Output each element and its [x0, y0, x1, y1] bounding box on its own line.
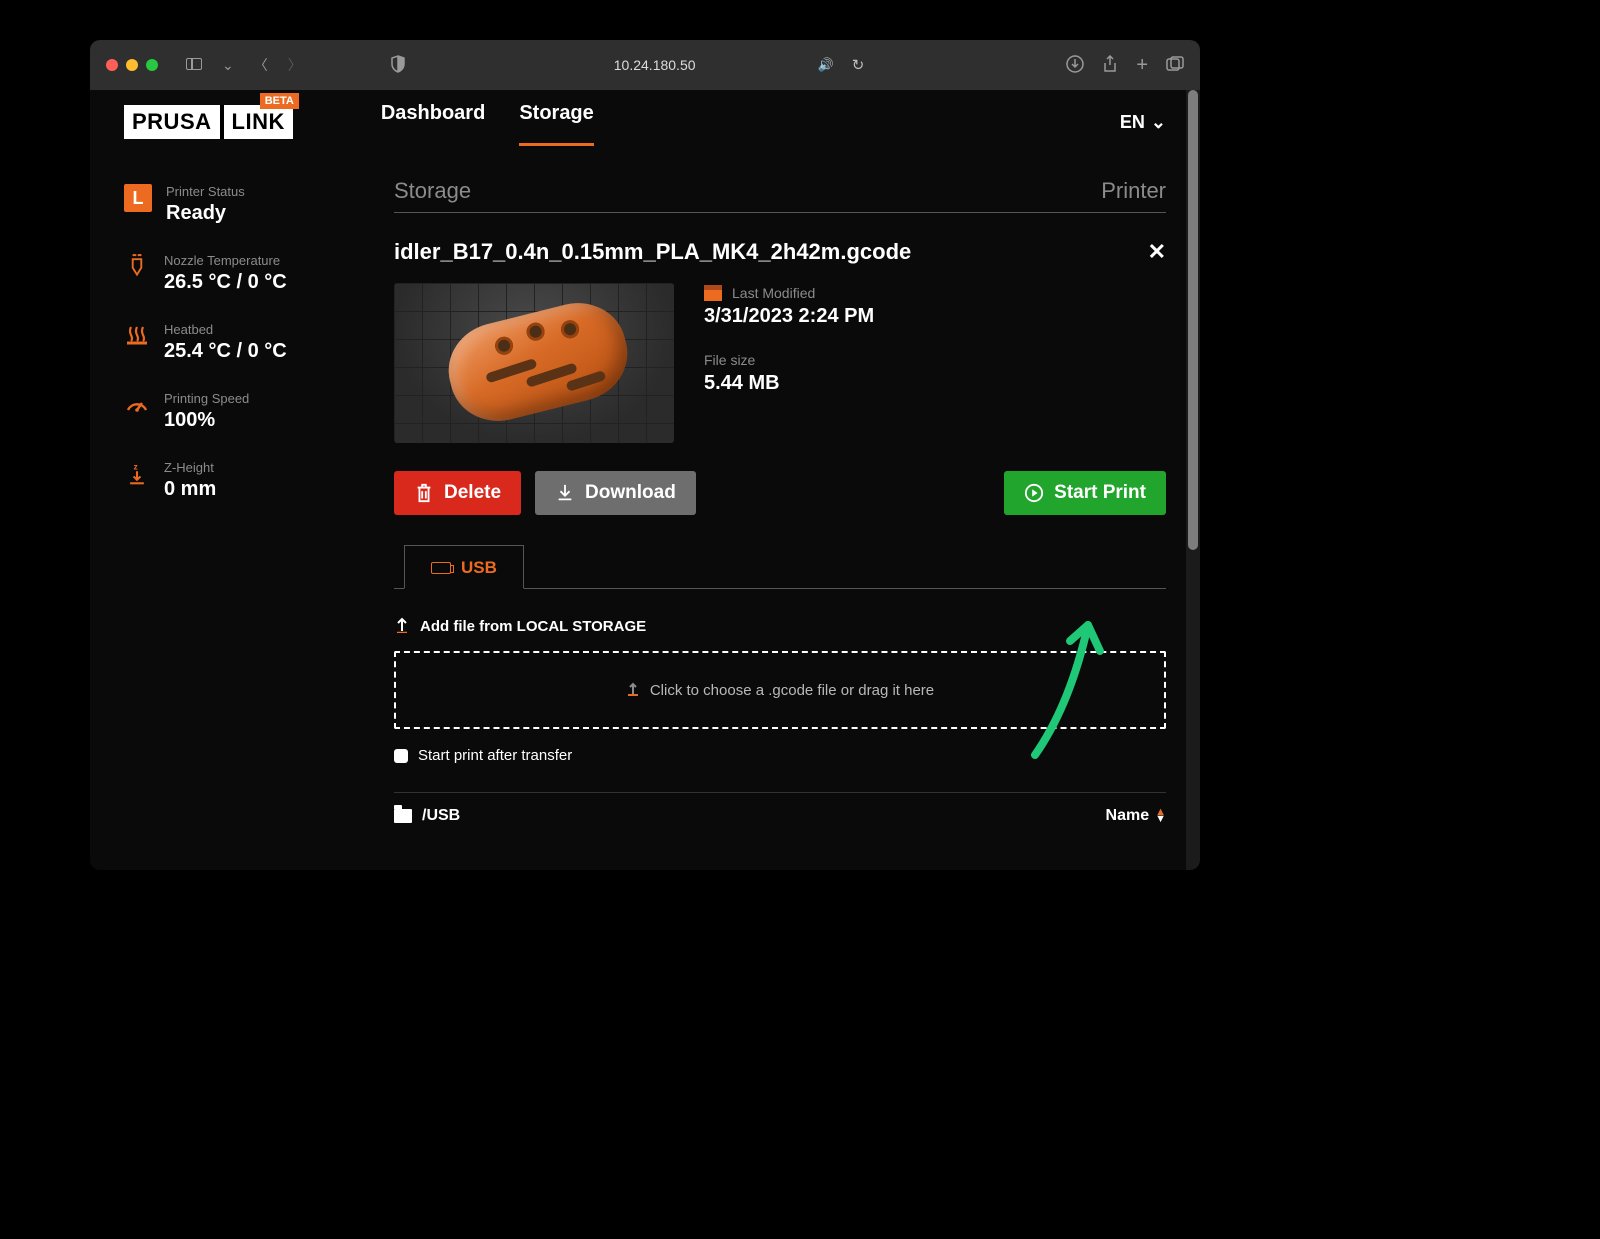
downloads-button[interactable] [1066, 55, 1084, 76]
browser-window: ⌄ 〈 〉 10.24.180.50 🔊 ↻ + PRUSA LINK BETA [90, 40, 1200, 870]
beta-badge: BETA [260, 93, 299, 109]
close-file-button[interactable]: ✕ [1148, 239, 1166, 265]
nav-dashboard[interactable]: Dashboard [381, 102, 485, 143]
tab-usb[interactable]: USB [404, 545, 524, 589]
sort-arrows-icon: ▲▼ [1155, 809, 1166, 823]
dropzone-label: Click to choose a .gcode file or drag it… [650, 682, 934, 699]
section-title-left: Storage [394, 178, 471, 204]
reload-button[interactable]: ↻ [852, 56, 865, 74]
sidebar: L Printer Status Ready Nozzle Temperatur… [124, 178, 354, 870]
delete-button[interactable]: Delete [394, 471, 521, 515]
maximize-window-button[interactable] [146, 59, 158, 71]
file-header: idler_B17_0.4n_0.15mm_PLA_MK4_2h42m.gcod… [394, 239, 1166, 265]
speed-value: 100% [164, 409, 249, 432]
size-value: 5.44 MB [704, 372, 874, 395]
chevron-down-icon: ⌄ [1151, 112, 1166, 133]
delete-label: Delete [444, 482, 501, 504]
download-button[interactable]: Download [535, 471, 696, 515]
folder-icon [394, 809, 412, 823]
file-thumbnail [394, 283, 674, 443]
add-file-link[interactable]: Add file from LOCAL STORAGE [394, 615, 1166, 637]
audio-icon[interactable]: 🔊 [818, 57, 834, 73]
file-action-buttons: Delete Download Start Print [394, 471, 1166, 515]
upload-arrow-icon [394, 615, 410, 637]
nozzle-label: Nozzle Temperature [164, 253, 287, 268]
start-label: Start Print [1054, 482, 1146, 504]
nozzle-value: 26.5 °C / 0 °C [164, 271, 287, 294]
start-after-label: Start print after transfer [418, 747, 572, 764]
usb-icon [431, 562, 451, 574]
stat-heatbed: Heatbed 25.4 °C / 0 °C [124, 322, 354, 363]
back-button[interactable]: 〈 [248, 53, 274, 77]
start-print-button[interactable]: Start Print [1004, 471, 1166, 515]
stat-z-height: z Z-Height 0 mm [124, 460, 354, 501]
tab-usb-label: USB [461, 558, 497, 578]
trash-icon [414, 483, 434, 503]
section-header: Storage Printer [394, 178, 1166, 213]
zheight-value: 0 mm [164, 478, 216, 501]
window-controls [106, 59, 158, 71]
nozzle-icon [124, 253, 150, 279]
size-label: File size [704, 352, 874, 368]
logo-part2: LINK [220, 105, 293, 139]
zheight-label: Z-Height [164, 460, 216, 475]
meta-last-modified: Last Modified 3/31/2023 2:24 PM [704, 285, 874, 328]
logo-part1: PRUSA [124, 105, 220, 139]
tabs-overview-button[interactable] [1166, 56, 1184, 75]
svg-text:z: z [134, 462, 138, 472]
share-button[interactable] [1102, 55, 1118, 76]
status-label: Printer Status [166, 184, 245, 199]
logo[interactable]: PRUSA LINK BETA [124, 105, 293, 139]
main-panel: Storage Printer idler_B17_0.4n_0.15mm_PL… [394, 178, 1166, 870]
z-height-icon: z [124, 460, 150, 486]
file-name: idler_B17_0.4n_0.15mm_PLA_MK4_2h42m.gcod… [394, 239, 911, 265]
meta-file-size: File size 5.44 MB [704, 352, 874, 395]
forward-button[interactable]: 〉 [282, 53, 308, 77]
current-path[interactable]: /USB [422, 807, 460, 825]
section-title-right: Printer [1101, 178, 1166, 204]
printer-badge-icon: L [124, 184, 152, 212]
download-label: Download [585, 482, 676, 504]
close-window-button[interactable] [106, 59, 118, 71]
storage-path-row: /USB Name ▲▼ [394, 792, 1166, 825]
upload-icon [626, 680, 640, 700]
stat-printing-speed: Printing Speed 100% [124, 391, 354, 432]
top-navigation: PRUSA LINK BETA Dashboard Storage EN ⌄ [90, 90, 1200, 154]
heatbed-icon [124, 322, 150, 348]
scrollbar-track[interactable] [1186, 90, 1200, 870]
language-selector[interactable]: EN ⌄ [1120, 112, 1166, 133]
stat-nozzle-temp: Nozzle Temperature 26.5 °C / 0 °C [124, 253, 354, 294]
scrollbar-thumb[interactable] [1188, 90, 1198, 550]
modified-value: 3/31/2023 2:24 PM [704, 305, 874, 328]
new-tab-button[interactable]: + [1136, 54, 1148, 77]
speed-label: Printing Speed [164, 391, 249, 406]
add-file-label: Add file from LOCAL STORAGE [420, 618, 646, 635]
privacy-shield-icon[interactable] [384, 53, 412, 78]
app-root: PRUSA LINK BETA Dashboard Storage EN ⌄ L… [90, 90, 1200, 870]
play-circle-icon [1024, 483, 1044, 503]
model-preview-icon [439, 293, 637, 432]
language-label: EN [1120, 112, 1145, 133]
browser-titlebar: ⌄ 〈 〉 10.24.180.50 🔊 ↻ + [90, 40, 1200, 90]
nav-storage[interactable]: Storage [519, 102, 593, 143]
calendar-icon [704, 285, 722, 301]
checkbox[interactable] [394, 749, 408, 763]
sort-by-name[interactable]: Name ▲▼ [1106, 807, 1166, 825]
sort-column-label: Name [1106, 807, 1150, 825]
modified-label: Last Modified [732, 285, 815, 301]
heatbed-label: Heatbed [164, 322, 287, 337]
titlebar-dropdown-button[interactable]: ⌄ [216, 55, 240, 76]
download-icon [555, 483, 575, 503]
status-value: Ready [166, 202, 245, 225]
minimize-window-button[interactable] [126, 59, 138, 71]
address-bar[interactable]: 10.24.180.50 [614, 57, 696, 73]
heatbed-value: 25.4 °C / 0 °C [164, 340, 287, 363]
speed-gauge-icon [124, 391, 150, 417]
storage-tabs: USB [394, 545, 1166, 589]
file-dropzone[interactable]: Click to choose a .gcode file or drag it… [394, 651, 1166, 729]
file-metadata: Last Modified 3/31/2023 2:24 PM File siz… [704, 283, 874, 443]
stat-printer-status: L Printer Status Ready [124, 184, 354, 225]
start-after-transfer-option[interactable]: Start print after transfer [394, 747, 1166, 764]
sidebar-toggle-button[interactable] [180, 55, 208, 75]
